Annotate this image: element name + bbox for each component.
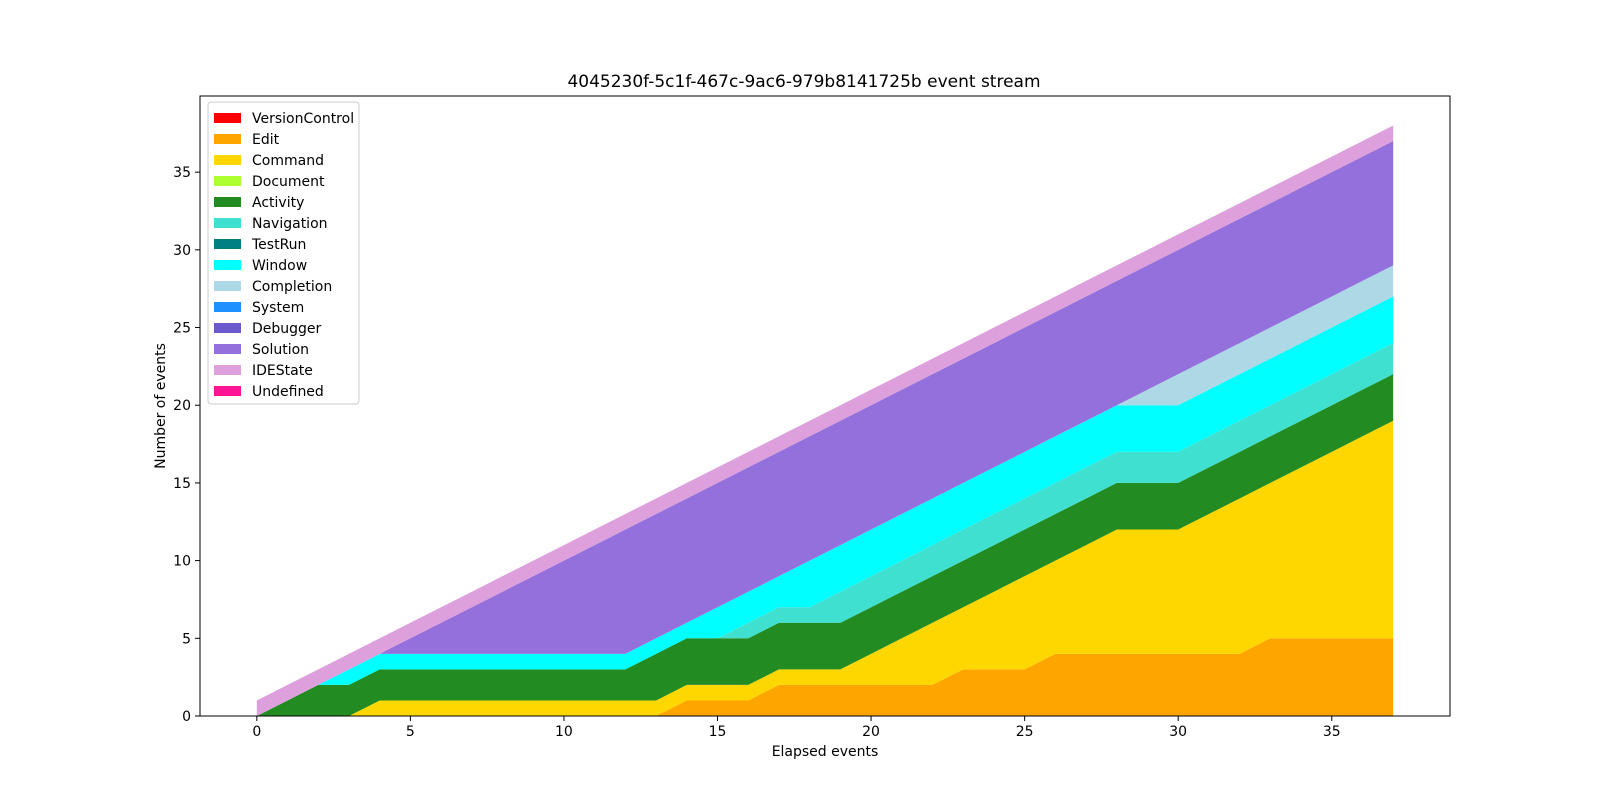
y-tick-label: 25 xyxy=(173,321,191,337)
legend-swatch-undefined xyxy=(214,386,241,396)
legend-label-window: Window xyxy=(252,258,307,274)
y-tick-label: 30 xyxy=(173,243,191,259)
chart-title: 4045230f-5c1f-467c-9ac6-979b8141725b eve… xyxy=(567,72,1040,92)
plot-frame xyxy=(199,95,1451,717)
legend-swatch-versioncontrol xyxy=(214,113,241,123)
area-idestate xyxy=(256,125,1394,716)
legend-swatch-activity xyxy=(214,197,241,207)
legend-swatch-system xyxy=(214,302,241,312)
y-axis-label: Number of events xyxy=(153,343,169,469)
legend-swatch-edit xyxy=(214,134,241,144)
legend-label-navigation: Navigation xyxy=(252,216,328,232)
x-tick-label: 15 xyxy=(709,724,727,740)
legend-label-testrun: TestRun xyxy=(251,237,306,253)
plot-areas xyxy=(256,125,1394,716)
legend-label-edit: Edit xyxy=(252,132,280,148)
area-edit xyxy=(256,638,1394,716)
legend-label-completion: Completion xyxy=(252,279,332,295)
x-axis-label: Elapsed events xyxy=(772,744,879,760)
y-tick-label: 35 xyxy=(173,165,191,181)
legend-swatch-window xyxy=(214,260,241,270)
legend-label-document: Document xyxy=(252,174,325,190)
legend-label-debugger: Debugger xyxy=(252,321,322,337)
legend-label-idestate: IDEState xyxy=(252,363,313,379)
y-tick-label: 10 xyxy=(173,554,191,570)
legend-swatch-document xyxy=(214,176,241,186)
legend-label-activity: Activity xyxy=(252,195,304,211)
y-tick-label: 15 xyxy=(173,476,191,492)
y-axis: 0 5 10 15 20 25 30 35 xyxy=(173,165,200,725)
area-command xyxy=(256,420,1394,716)
x-tick-label: 30 xyxy=(1169,724,1187,740)
legend-swatch-idestate xyxy=(214,365,241,375)
legend-label-solution: Solution xyxy=(252,342,309,358)
legend-label-undefined: Undefined xyxy=(252,384,324,400)
legend-label-command: Command xyxy=(252,153,324,169)
x-tick-label: 35 xyxy=(1323,724,1341,740)
legend-swatch-debugger xyxy=(214,323,241,333)
legend-swatch-testrun xyxy=(214,239,241,249)
y-tick-label: 0 xyxy=(182,709,191,725)
legend-label-versioncontrol: VersionControl xyxy=(252,111,354,127)
x-tick-label: 20 xyxy=(862,724,880,740)
legend-swatch-navigation xyxy=(214,218,241,228)
legend-swatch-completion xyxy=(214,281,241,291)
legend-swatch-solution xyxy=(214,344,241,354)
legend: VersionControl Edit Command Document Activit… xyxy=(207,101,360,405)
area-solution xyxy=(256,141,1394,716)
x-tick-label: 5 xyxy=(406,724,415,740)
x-tick-label: 25 xyxy=(1016,724,1034,740)
area-activity xyxy=(256,374,1394,716)
legend-swatch-command xyxy=(214,155,241,165)
legend-box xyxy=(207,101,360,405)
legend-label-system: System xyxy=(252,300,304,316)
x-axis: 0 5 10 15 20 25 30 35 xyxy=(252,716,1341,740)
y-tick-label: 20 xyxy=(173,398,191,414)
x-tick-label: 0 xyxy=(252,724,261,740)
x-tick-label: 10 xyxy=(555,724,573,740)
y-tick-label: 5 xyxy=(182,631,191,647)
